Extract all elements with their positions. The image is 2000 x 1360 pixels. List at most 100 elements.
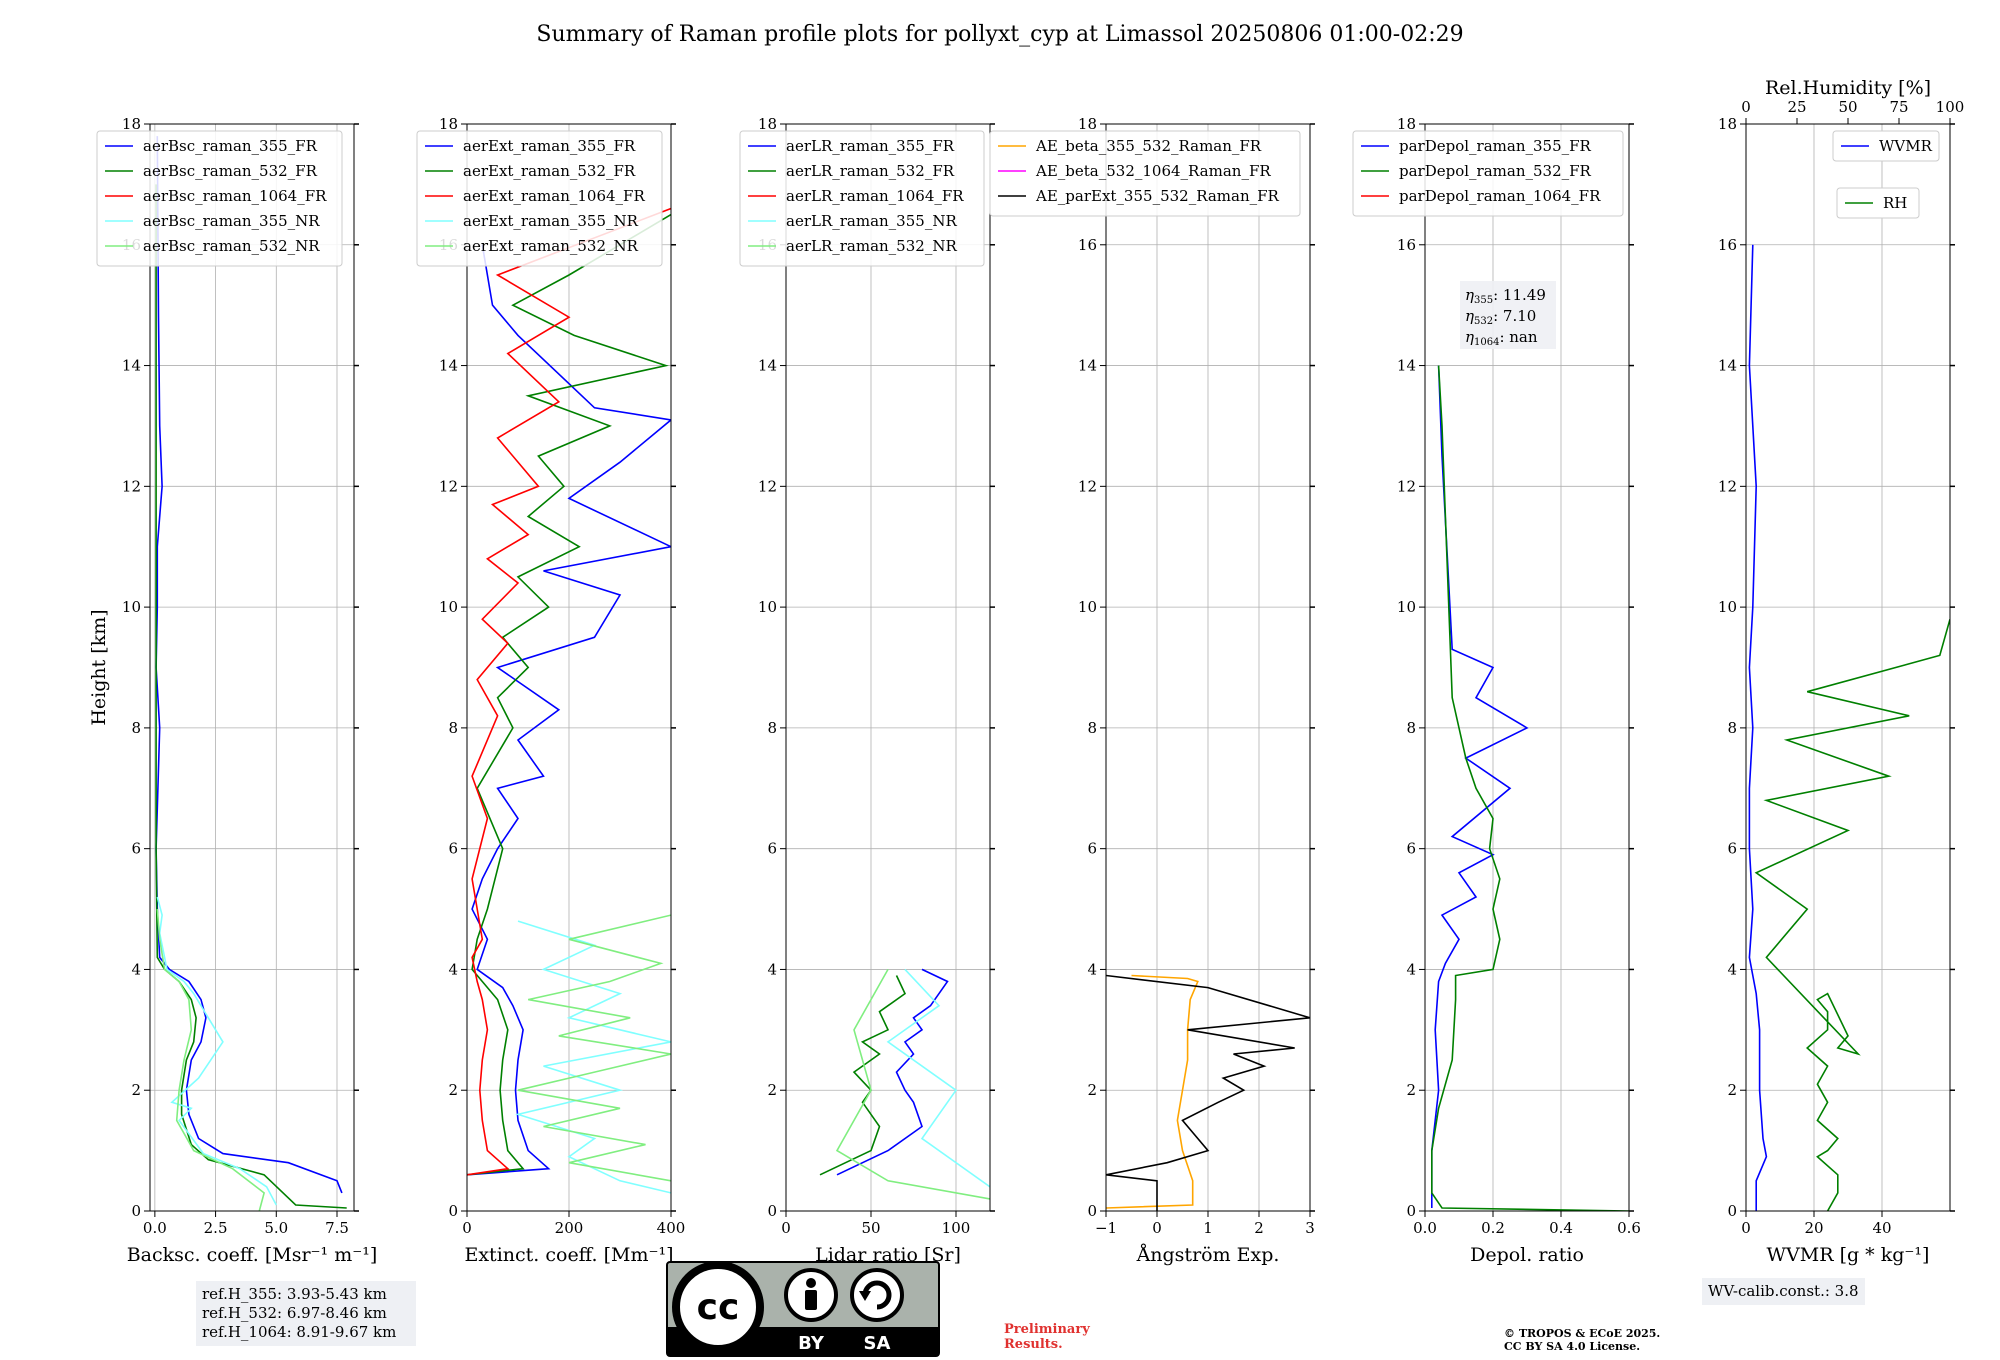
y-tick-label: 8 — [448, 719, 458, 737]
y-tick-label: 4 — [1087, 960, 1097, 978]
x-tick-label: −1 — [1095, 1219, 1117, 1237]
legend-label: aerExt_raman_1064_FR — [463, 187, 645, 205]
legend-label: aerExt_raman_532_NR — [463, 237, 639, 255]
x-tick-label: 0 — [781, 1219, 791, 1237]
series-line-aerBsc_raman_355_NR — [156, 896, 278, 1206]
axes-frame — [1424, 123, 1630, 1212]
x-tick-label: 5.0 — [264, 1219, 288, 1237]
y-tick-label: 12 — [122, 477, 141, 495]
y-tick-label: 6 — [131, 840, 141, 858]
series-line-WVMR — [1748, 244, 1768, 1211]
y-tick-label: 12 — [758, 477, 777, 495]
y-tick-label: 18 — [1718, 115, 1737, 133]
wv-calibration-text: WV-calib.const.: 3.8 — [1708, 1282, 1859, 1300]
x-tick-label: 400 — [657, 1219, 686, 1237]
y-tick-label: 6 — [767, 840, 777, 858]
axes-frame — [785, 123, 991, 1212]
panel-3: 050100024681012141618Lidar ratio [Sr]aer… — [739, 115, 995, 1266]
share-alike-icon — [850, 1268, 904, 1322]
y-tick-label: 18 — [1397, 115, 1416, 133]
ref-height-532: ref.H_532: 6.97-8.46 km — [202, 1304, 387, 1322]
x-axis-label: Extinct. coeff. [Mm⁻¹] — [464, 1244, 673, 1266]
y-tick-label: 6 — [1406, 840, 1416, 858]
y-tick-label: 8 — [1406, 719, 1416, 737]
top-x-tick-label: 50 — [1838, 98, 1857, 116]
legend-label: AE_beta_532_1064_Raman_FR — [1035, 162, 1271, 180]
y-tick-label: 0 — [131, 1202, 141, 1220]
legend-label: WVMR — [1879, 137, 1933, 155]
cc-icon-text: cc — [697, 1287, 740, 1328]
legend-label: aerLR_raman_355_FR — [786, 137, 955, 155]
x-tick-label: 0 — [462, 1219, 472, 1237]
copyright-line-2: CC BY SA 4.0 License. — [1504, 1340, 1641, 1353]
y-tick-label: 14 — [1078, 357, 1097, 375]
y-tick-label: 0 — [1406, 1202, 1416, 1220]
series-line-RH — [1754, 618, 1950, 1211]
y-tick-label: 18 — [439, 115, 458, 133]
legend-label: RH — [1883, 194, 1907, 212]
legend: aerLR_raman_355_FR aerLR_raman_532_FR aerL… — [739, 130, 985, 267]
axes-frame — [1745, 123, 1951, 1212]
y-tick-label: 18 — [1078, 115, 1097, 133]
y-tick-label: 4 — [1727, 960, 1737, 978]
y-tick-label: 2 — [1727, 1081, 1737, 1099]
panel-5: 0.0 0.2 0.4 0.6 0 2 4 6 8 10 12 14 16 18 Depol. ratio p… — [1352, 115, 1641, 1266]
series-line-aerExt_raman_532_NR — [517, 914, 671, 1182]
series-line-aerExt_raman_355_NR — [514, 920, 671, 1194]
y-tick-label: 12 — [1397, 477, 1416, 495]
axes-frame — [149, 123, 355, 1212]
y-tick-label: 8 — [767, 719, 777, 737]
x-tick-label: 3 — [1305, 1219, 1315, 1237]
x-tick-label: 20 — [1804, 1219, 1823, 1237]
eta-line: η1064: nan — [1465, 328, 1538, 348]
legend-label: AE_beta_355_532_Raman_FR — [1035, 137, 1262, 155]
x-axis-label: Lidar ratio [Sr] — [815, 1244, 961, 1266]
x-tick-label: 1 — [1203, 1219, 1213, 1237]
copyright-line-1: © TROPOS & ECoE 2025. — [1504, 1327, 1661, 1340]
legend: AE_beta_355_532_Raman_FR AE_beta_532_1064… — [989, 130, 1301, 217]
y-tick-label: 2 — [1406, 1081, 1416, 1099]
y-tick-label: 4 — [448, 960, 458, 978]
top-x-tick-label: 100 — [1936, 98, 1965, 116]
top-x-axis-label: Rel.Humidity [%] — [1765, 77, 1931, 99]
legend-label: aerBsc_raman_1064_FR — [143, 187, 327, 205]
series-line-aerLR_raman_532_FR — [819, 975, 907, 1176]
y-tick-label: 16 — [1397, 236, 1416, 254]
legend-label: aerExt_raman_355_FR — [463, 137, 636, 155]
y-tick-label: 18 — [122, 115, 141, 133]
y-tick-label: 4 — [131, 960, 141, 978]
y-tick-label: 0 — [448, 1202, 458, 1220]
y-tick-label: 16 — [1718, 236, 1737, 254]
x-tick-label: 2.5 — [204, 1219, 228, 1237]
y-tick-label: 14 — [122, 357, 141, 375]
legend-frame — [416, 130, 663, 267]
y-tick-label: 2 — [131, 1081, 141, 1099]
x-tick-label: 0 — [1741, 1219, 1751, 1237]
y-tick-label: 2 — [1087, 1081, 1097, 1099]
y-tick-label: 10 — [1718, 598, 1737, 616]
x-tick-label: 2 — [1254, 1219, 1264, 1237]
attribution-icon-body — [805, 1290, 817, 1310]
series-line-aerLR_raman_355_FR — [836, 968, 949, 1176]
legend: parDepol_raman_355_FR parDepol_raman_532_… — [1352, 130, 1624, 217]
x-tick-label: 0.2 — [1481, 1219, 1505, 1237]
legend-frame — [1836, 187, 1920, 219]
x-tick-label: 0.4 — [1549, 1219, 1573, 1237]
preliminary-line-1: Preliminary — [1004, 1322, 1090, 1337]
legend-label: aerExt_raman_532_FR — [463, 162, 636, 180]
legend-label: parDepol_raman_532_FR — [1399, 162, 1592, 180]
series-line-aerBsc_raman_532_NR — [156, 909, 266, 1211]
y-tick-label: 8 — [131, 719, 141, 737]
y-tick-label: 0 — [1087, 1202, 1097, 1220]
reference-height-box: ref.H_355: 3.93-5.43 km ref.H_532: 6.97-… — [196, 1281, 416, 1346]
legend: aerBsc_raman_355_FR aerBsc_raman_532_FRae… — [96, 130, 343, 267]
y-tick-label: 0 — [1727, 1202, 1737, 1220]
y-tick-label: 10 — [122, 598, 141, 616]
ref-height-355: ref.H_355: 3.93-5.43 km — [202, 1285, 387, 1303]
x-tick-label: 100 — [942, 1219, 971, 1237]
x-tick-label: 7.5 — [325, 1219, 349, 1237]
eta-line: η532: 7.10 — [1465, 307, 1536, 327]
y-tick-label: 12 — [1078, 477, 1097, 495]
